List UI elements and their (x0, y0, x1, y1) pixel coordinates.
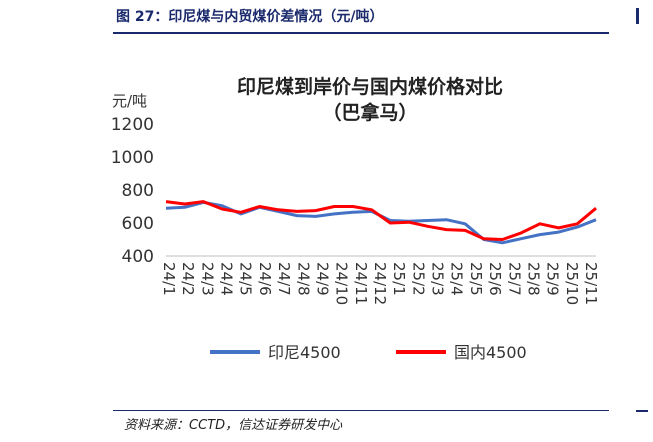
chart-title: 印尼煤到岸价与国内煤价格对比 （巴拿马） (170, 74, 570, 126)
series-lines (165, 200, 597, 245)
edge-mark (636, 8, 639, 24)
source-note: 资料来源：CCTD，信达证券研发中心 (124, 418, 343, 433)
x-tick-label: 25/6 (486, 262, 504, 296)
x-tick-label: 25/9 (544, 262, 562, 296)
legend-label-1: 国内4500 (454, 343, 527, 362)
bottom-rule (113, 410, 609, 411)
y-tick-label: 1200 (111, 115, 154, 135)
x-tick-label: 24/12 (371, 262, 389, 305)
top-rule (113, 32, 609, 34)
y-tick-label: 600 (122, 214, 154, 234)
y-tick-label: 800 (122, 181, 154, 201)
chart-title-line2: （巴拿马） (322, 102, 418, 124)
x-tick-label: 24/4 (218, 262, 236, 296)
x-tick-label: 25/3 (429, 262, 447, 296)
series-line-1 (165, 200, 597, 241)
y-tick-labels: 400 600 800 1000 1200 (111, 115, 154, 267)
x-tick-label: 25/11 (582, 262, 600, 305)
x-tick-label: 25/8 (524, 262, 542, 296)
x-tick-label: 25/4 (448, 262, 466, 296)
series-line-0 (165, 200, 597, 245)
chart-title-line1: 印尼煤到岸价与国内煤价格对比 (236, 76, 503, 98)
x-tick-label: 24/2 (179, 262, 197, 296)
legend: 印尼4500 国内4500 (210, 343, 527, 362)
figure-title: 图 27：印尼煤与内贸煤价差情况（元/吨） (116, 9, 384, 25)
x-tick-labels: 24/1 24/2 24/3 24/4 24/5 24/6 24/7 24/8 24/9 24/1… (160, 262, 600, 305)
x-tick-label: 24/7 (275, 262, 293, 296)
x-tick-label: 24/6 (256, 262, 274, 296)
x-tick-label: 24/10 (333, 262, 351, 305)
x-tick-label: 25/1 (390, 262, 408, 296)
x-tick-label: 24/5 (237, 262, 255, 296)
x-tick-label: 25/2 (409, 262, 427, 296)
legend-label-0: 印尼4500 (268, 343, 341, 362)
x-tick-label: 24/3 (198, 262, 216, 296)
y-axis-unit: 元/吨 (112, 92, 148, 110)
x-tick-label: 24/9 (313, 262, 331, 296)
y-tick-label: 1000 (111, 148, 154, 168)
x-tick-label: 25/10 (563, 262, 581, 305)
x-tick-label: 24/8 (294, 262, 312, 296)
x-tick-label: 25/7 (505, 262, 523, 296)
x-tick-label: 24/11 (352, 262, 370, 305)
x-tick-label: 24/1 (160, 262, 178, 296)
x-tick-label: 25/5 (467, 262, 485, 296)
y-tick-label: 400 (122, 247, 154, 267)
edge-mark-bottom (636, 410, 648, 412)
